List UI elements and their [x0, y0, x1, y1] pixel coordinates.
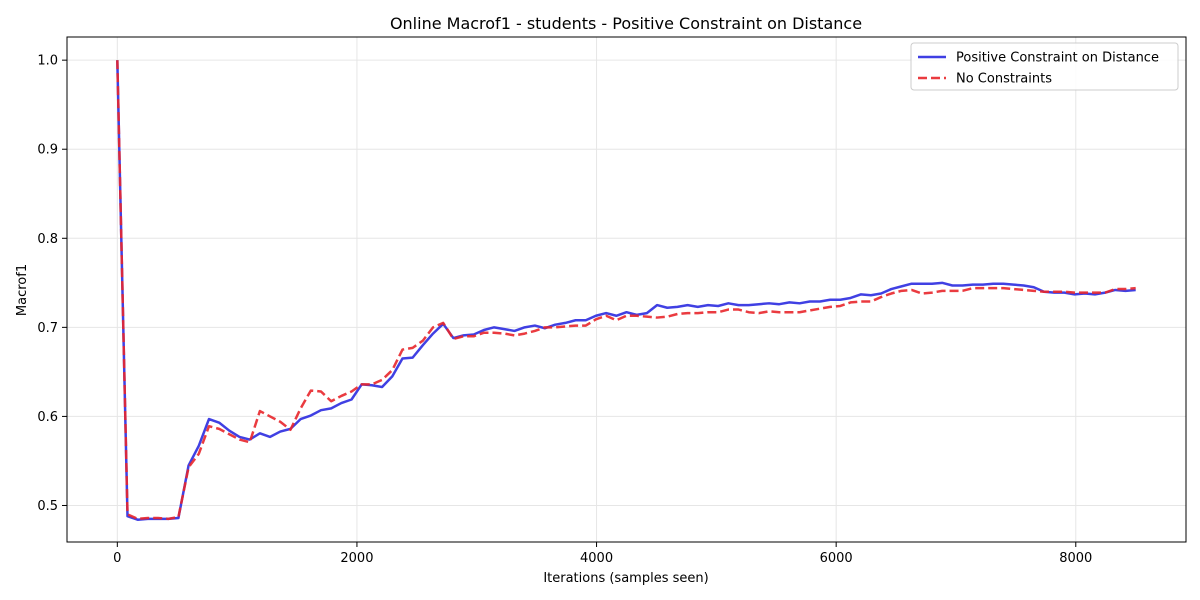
y-tick-label: 0.6: [37, 410, 58, 425]
legend-label-2: No Constraints: [956, 72, 1052, 87]
x-tick-label: 6000: [820, 551, 853, 566]
series-layer: [116, 60, 1136, 521]
y-tick-label: 0.9: [37, 143, 58, 158]
chart-title: Online Macrof1 - students - Positive Con…: [390, 14, 862, 33]
y-tick-label: 1.0: [37, 54, 58, 69]
x-tick-label: 2000: [340, 551, 373, 566]
ticks: 0 2000 4000 6000 8000 0.5 0.6 0.7 0.8 0.9 1.0: [37, 54, 1092, 566]
y-tick-label: 0.7: [37, 321, 58, 336]
x-tick-label: 8000: [1059, 551, 1092, 566]
plot-frame: [66, 36, 1187, 543]
y-tick-label: 0.5: [37, 499, 58, 514]
x-tick-label: 0: [113, 551, 121, 566]
legend-box: [910, 42, 1179, 91]
x-axis-label: Iterations (samples seen): [543, 571, 708, 586]
y-tick-label: 0.8: [37, 232, 58, 247]
y-axis-label: Macrof1: [15, 264, 30, 316]
series-line-2: [116, 60, 1136, 521]
legend: Positive Constraint on Distance No Constr…: [910, 42, 1179, 91]
legend-label-1: Positive Constraint on Distance: [956, 51, 1159, 66]
x-tick-label: 4000: [580, 551, 613, 566]
series-line-1: [116, 60, 1136, 521]
